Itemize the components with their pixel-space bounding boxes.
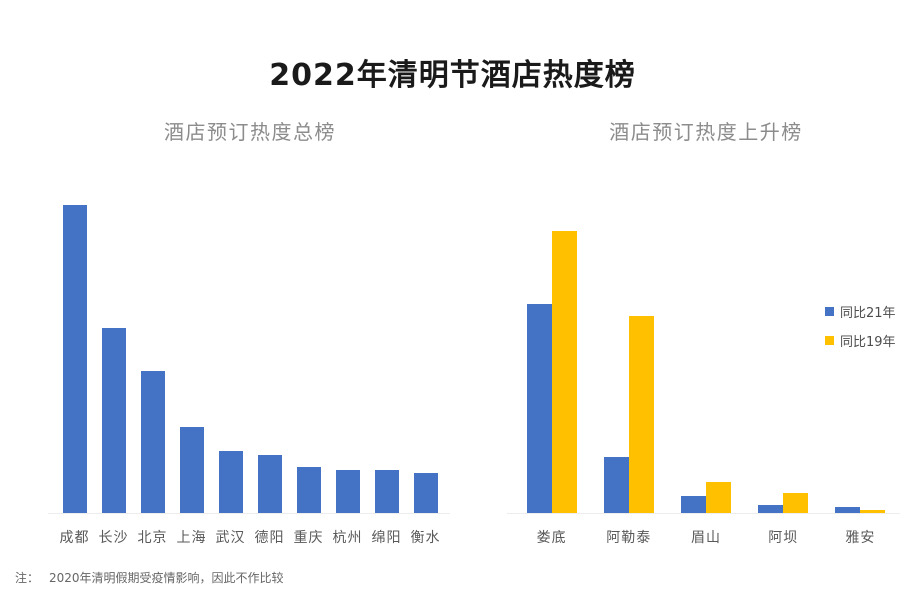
x-axis-line-right — [507, 513, 900, 514]
x-label-成都: 成都 — [59, 530, 90, 546]
x-label-重庆: 重庆 — [293, 530, 324, 546]
bar-重庆 — [296, 466, 321, 513]
legend-swatch-icon — [825, 336, 834, 345]
x-label-绵阳: 绵阳 — [371, 530, 402, 546]
legend-item-同比19年: 同比19年 — [825, 331, 896, 350]
bar-阿坝-同比19年 — [783, 493, 809, 513]
x-label-阿坝: 阿坝 — [768, 530, 799, 546]
bar-娄底-同比21年 — [526, 304, 552, 513]
bar-slot-绵阳 — [367, 203, 406, 513]
bar-slot-武汉 — [211, 203, 250, 513]
x-label-北京: 北京 — [137, 530, 168, 546]
legend-label: 同比21年 — [840, 306, 896, 321]
page-title: 2022年清明节酒店热度榜 — [269, 58, 636, 93]
bar-娄底-同比19年 — [551, 231, 577, 513]
x-label-阿勒泰: 阿勒泰 — [606, 530, 652, 546]
bar-德阳 — [257, 454, 282, 513]
bar-slot-杭州 — [328, 203, 367, 513]
x-label-雅安: 雅安 — [845, 530, 876, 546]
bar-group-娄底 — [513, 231, 590, 513]
rising-ranking-x-labels: 娄底 阿勒泰 眉山 阿坝 雅安 — [513, 527, 899, 547]
total-ranking-plot — [55, 203, 445, 513]
x-label-上海: 上海 — [176, 530, 207, 546]
bar-阿勒泰-同比19年 — [628, 315, 654, 513]
bar-绵阳 — [374, 469, 399, 513]
bar-长沙 — [101, 328, 126, 513]
x-label-娄底: 娄底 — [536, 530, 567, 546]
bar-眉山-同比21年 — [681, 496, 706, 513]
x-label-杭州: 杭州 — [332, 530, 363, 546]
x-label-长沙: 长沙 — [98, 530, 129, 546]
bar-group-雅安 — [822, 231, 899, 513]
bar-slot-上海 — [172, 203, 211, 513]
bar-北京 — [140, 371, 165, 513]
legend-swatch-icon — [825, 307, 834, 316]
bar-成都 — [62, 205, 87, 513]
bar-雅安-同比19年 — [860, 510, 886, 513]
chart-title-total-ranking: 酒店预订热度总榜 — [164, 120, 336, 144]
footnote-text: 2020年清明假期受疫情影响，因此不作比较 — [49, 571, 284, 585]
bar-slot-长沙 — [94, 203, 133, 513]
x-label-德阳: 德阳 — [254, 530, 285, 546]
chart-title-rising-ranking: 酒店预订热度上升榜 — [609, 120, 803, 144]
footnote: 注： 2020年清明假期受疫情影响，因此不作比较 — [15, 569, 284, 586]
total-ranking-x-labels: 成都 长沙 北京 上海 武汉 德阳 重庆 杭州 绵阳 衡水 — [55, 527, 445, 547]
bar-slot-德阳 — [250, 203, 289, 513]
x-label-武汉: 武汉 — [215, 530, 246, 546]
legend-label: 同比19年 — [840, 335, 896, 350]
legend-item-同比21年: 同比21年 — [825, 302, 896, 321]
bar-上海 — [179, 426, 204, 513]
x-axis-line-left — [48, 513, 450, 514]
legend: 同比21年同比19年 — [825, 302, 896, 350]
bar-slot-重庆 — [289, 203, 328, 513]
bar-group-眉山 — [667, 231, 744, 513]
bar-group-阿勒泰 — [590, 231, 667, 513]
footnote-label: 注： — [15, 571, 40, 585]
bar-雅安-同比21年 — [835, 507, 861, 513]
x-label-眉山: 眉山 — [691, 530, 721, 546]
bar-slot-成都 — [55, 203, 94, 513]
bar-衡水 — [413, 473, 438, 513]
bar-阿坝-同比21年 — [758, 504, 784, 513]
x-label-衡水: 衡水 — [410, 530, 441, 546]
bar-杭州 — [335, 469, 360, 513]
rising-ranking-plot — [513, 231, 899, 513]
bar-group-阿坝 — [745, 231, 822, 513]
bar-slot-衡水 — [406, 203, 445, 513]
bar-slot-北京 — [133, 203, 172, 513]
bar-阿勒泰-同比21年 — [603, 456, 629, 513]
bar-眉山-同比19年 — [706, 482, 731, 513]
bar-武汉 — [218, 451, 243, 513]
